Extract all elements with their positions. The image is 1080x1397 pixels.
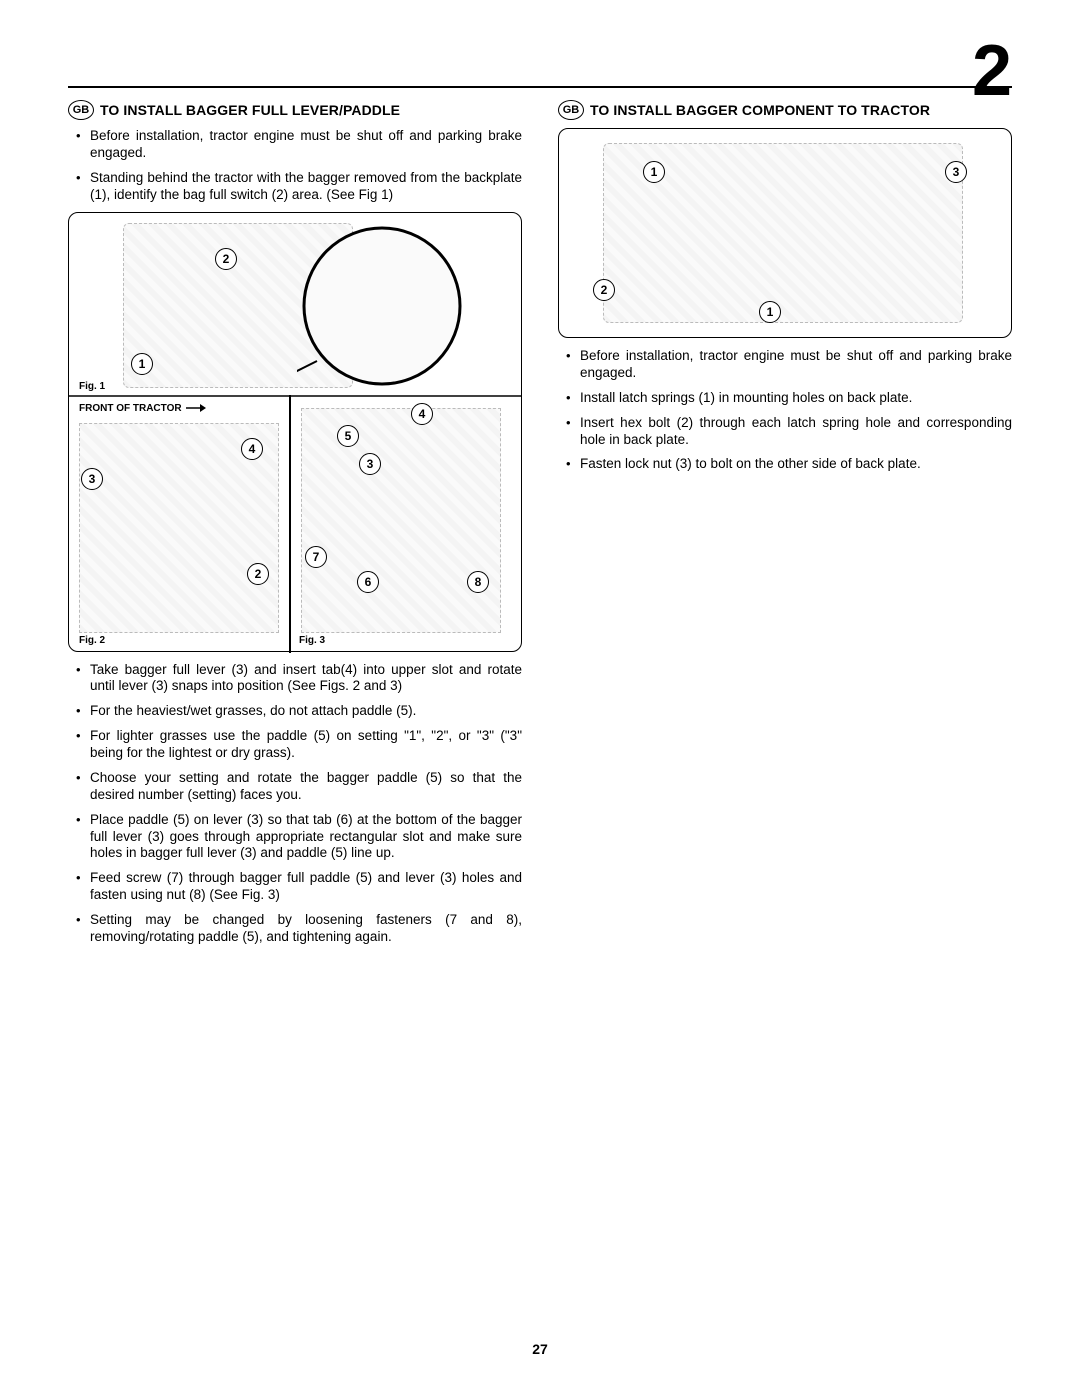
bullet-item: Before installation, tractor engine must… — [68, 128, 522, 162]
page: 2 GB TO INSTALL BAGGER FULL LEVER/PADDLE… — [0, 0, 1080, 1397]
bullet-item: Standing behind the tractor with the bag… — [68, 170, 522, 204]
callout-4r-icon: 4 — [411, 403, 433, 425]
callout-6-icon: 6 — [357, 571, 379, 593]
callout-r2-icon: 2 — [593, 279, 615, 301]
page-number: 27 — [0, 1341, 1080, 1357]
left-heading-text: TO INSTALL BAGGER FULL LEVER/PADDLE — [100, 102, 400, 118]
figure-divider-vertical — [289, 395, 291, 653]
right-bullets: Before installation, tractor engine must… — [558, 348, 1012, 473]
front-of-tractor-text: FRONT OF TRACTOR — [79, 403, 182, 414]
bullet-item: Setting may be changed by loosening fast… — [68, 912, 522, 946]
bullet-item: Install latch springs (1) in mounting ho… — [558, 390, 1012, 407]
left-column: GB TO INSTALL BAGGER FULL LEVER/PADDLE B… — [68, 100, 522, 1317]
right-column: GB TO INSTALL BAGGER COMPONENT TO TRACTO… — [558, 100, 1012, 1317]
callout-r1b-icon: 1 — [759, 301, 781, 323]
figure-box-left: 2 1 Fig. 1 FRONT OF TRACTOR — [68, 212, 522, 652]
front-of-tractor-label: FRONT OF TRACTOR — [79, 403, 206, 414]
right-heading-text: TO INSTALL BAGGER COMPONENT TO TRACTOR — [590, 102, 930, 118]
right-heading: GB TO INSTALL BAGGER COMPONENT TO TRACTO… — [558, 100, 1012, 120]
bullet-item: For the heaviest/wet grasses, do not att… — [68, 703, 522, 720]
fig3-diagram-placeholder — [301, 408, 501, 633]
bullet-item: Insert hex bolt (2) through each latch s… — [558, 415, 1012, 449]
arrow-right-icon — [186, 403, 206, 413]
bullet-item: Choose your setting and rotate the bagge… — [68, 770, 522, 804]
left-post-bullets: Take bagger full lever (3) and insert ta… — [68, 662, 522, 946]
left-pre-bullets: Before installation, tractor engine must… — [68, 128, 522, 204]
bullet-item: For lighter grasses use the paddle (5) o… — [68, 728, 522, 762]
bullet-item: Take bagger full lever (3) and insert ta… — [68, 662, 522, 696]
callout-1-icon: 1 — [131, 353, 153, 375]
bullet-item: Before installation, tractor engine must… — [558, 348, 1012, 382]
callout-7-icon: 7 — [305, 546, 327, 568]
bullet-item: Place paddle (5) on lever (3) so that ta… — [68, 812, 522, 863]
fig3-label: Fig. 3 — [299, 635, 325, 646]
callout-5-icon: 5 — [337, 425, 359, 447]
callout-r3-icon: 3 — [945, 161, 967, 183]
figure-divider-horizontal — [69, 395, 521, 397]
callout-2l-icon: 2 — [247, 563, 269, 585]
callout-2-icon: 2 — [215, 248, 237, 270]
content-columns: GB TO INSTALL BAGGER FULL LEVER/PADDLE B… — [68, 100, 1012, 1317]
figure-box-right: 1 3 2 1 — [558, 128, 1012, 338]
top-rule — [68, 86, 1012, 88]
bullet-item: Feed screw (7) through bagger full paddl… — [68, 870, 522, 904]
left-heading: GB TO INSTALL BAGGER FULL LEVER/PADDLE — [68, 100, 522, 120]
bullet-item: Fasten lock nut (3) to bolt on the other… — [558, 456, 1012, 473]
callout-8-icon: 8 — [467, 571, 489, 593]
fig1-label: Fig. 1 — [79, 381, 105, 392]
callout-r1-icon: 1 — [643, 161, 665, 183]
callout-3l-icon: 3 — [81, 468, 103, 490]
callout-3r-icon: 3 — [359, 453, 381, 475]
callout-4l-icon: 4 — [241, 438, 263, 460]
gb-badge-icon: GB — [68, 100, 94, 120]
fig2-label: Fig. 2 — [79, 635, 105, 646]
magnifier-circle-icon — [297, 221, 467, 391]
gb-badge-icon: GB — [558, 100, 584, 120]
